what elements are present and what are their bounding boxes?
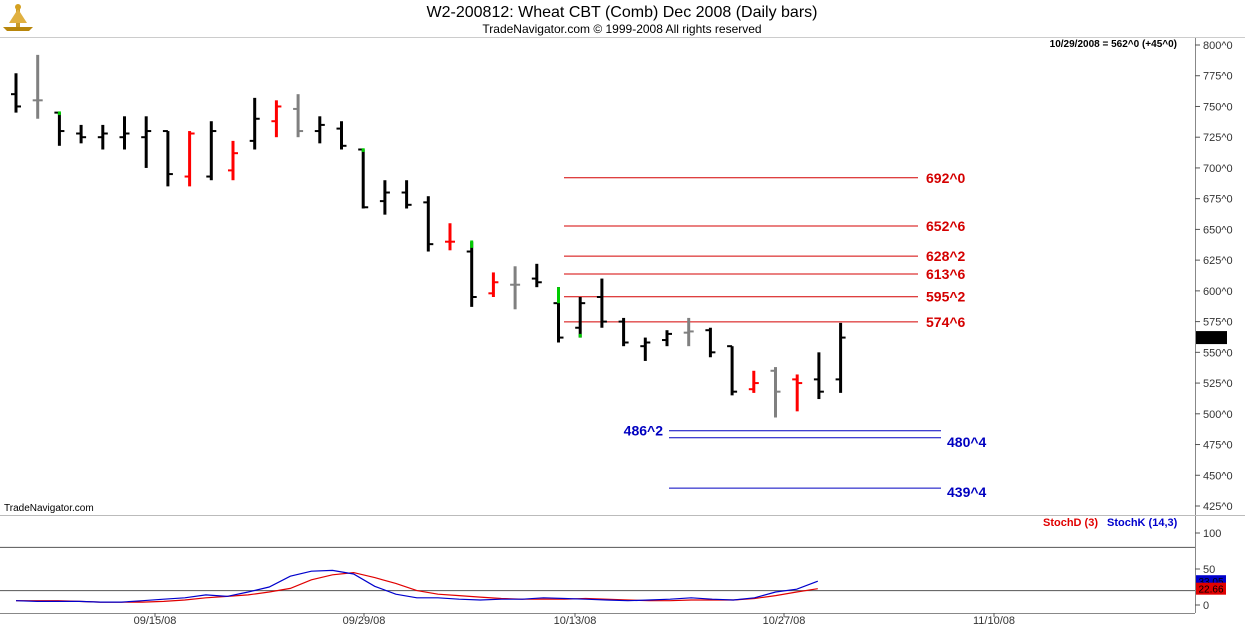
title-area: W2-200812: Wheat CBT (Comb) Dec 2008 (Da…: [3, 4, 817, 36]
last-price-label: 562^0: [1198, 334, 1225, 345]
ohlc-bar: [640, 337, 651, 361]
price-tick-label: 475^0: [1203, 440, 1233, 452]
price-tick-label: 750^0: [1203, 101, 1233, 113]
resistance-label: 692^0: [926, 170, 966, 186]
price-tick-label: 775^0: [1203, 71, 1233, 83]
last-price-marker: 562^0: [1196, 331, 1227, 345]
ohlc-bar: [575, 297, 586, 338]
ohlc-bar: [228, 140, 238, 181]
x-tick-label: 09/15/08: [134, 615, 177, 627]
stochastic-legend: StochD (3) StochK (14,3): [1043, 517, 1178, 529]
support-label: 439^4: [947, 484, 987, 500]
stoch-tick-label: 50: [1203, 564, 1215, 576]
ohlc-bar: [293, 94, 304, 138]
price-tick-label: 450^0: [1203, 470, 1233, 482]
ohlc-bar: [76, 124, 87, 144]
ohlc-bar: [358, 148, 369, 209]
x-axis-ticks: 09/15/08 09/29/08 10/13/08 10/27/08 11/10/08: [134, 613, 1015, 627]
legend-stochk: StochK (14,3): [1107, 517, 1178, 529]
stochd-last-box: [1196, 582, 1226, 595]
ohlc-bar: [770, 367, 781, 418]
price-axis-ticks: 800^0 775^0 750^0 725^0 700^0 675^0 650^0 625^0…: [1195, 40, 1233, 513]
price-tick-label: 575^0: [1203, 317, 1233, 329]
ohlc-bar: [206, 121, 217, 181]
ohlc-bar: [488, 272, 499, 298]
ohlc-bar: [54, 111, 65, 146]
resistance-label: 652^6: [926, 218, 966, 234]
ohlc-bar: [705, 327, 716, 358]
price-tick-label: 425^0: [1203, 501, 1233, 513]
price-tick-label: 725^0: [1203, 132, 1233, 144]
resistance-label: 595^2: [926, 289, 966, 305]
stochd-line: [16, 571, 818, 603]
ohlc-bar: [510, 266, 521, 310]
header-readout: 10/29/2008 = 562^0 (+45^0): [1050, 39, 1177, 50]
support-label: 486^2: [624, 423, 664, 439]
price-tick-label: 525^0: [1203, 378, 1233, 390]
x-tick-label: 11/10/08: [973, 615, 1015, 627]
ohlc-bar: [141, 116, 152, 168]
support-label: 480^4: [947, 434, 987, 450]
stochd-last-label: 22.66: [1198, 585, 1223, 596]
price-tick-label: 550^0: [1203, 347, 1233, 359]
ohlc-bar: [466, 241, 477, 307]
price-tick-label: 625^0: [1203, 255, 1233, 267]
resistance-label: 574^6: [926, 314, 966, 330]
resistance-label: 628^2: [926, 248, 966, 264]
price-tick-label: 500^0: [1203, 409, 1233, 421]
ohlc-bar: [748, 370, 759, 393]
chart-title: W2-200812: Wheat CBT (Comb) Dec 2008 (Da…: [427, 4, 818, 21]
app-logo-icon: [3, 4, 33, 31]
stoch-axis-ticks: 100 50 0: [1195, 528, 1221, 612]
ohlc-bar: [119, 116, 130, 150]
price-tick-label: 650^0: [1203, 224, 1233, 236]
x-tick-label: 09/29/08: [343, 615, 386, 627]
price-tick-label: 675^0: [1203, 194, 1233, 206]
ohlc-bar: [271, 100, 282, 138]
ohlc-bar: [249, 97, 260, 150]
chart-subtitle: TradeNavigator.com © 1999-2008 All right…: [482, 22, 761, 36]
ohlc-bar: [11, 73, 21, 113]
price-tick-label: 700^0: [1203, 163, 1233, 175]
price-tick-label: 800^0: [1203, 40, 1233, 52]
ohlc-bar: [314, 116, 325, 144]
ohlc-bar: [336, 121, 347, 150]
x-tick-label: 10/13/08: [554, 615, 597, 627]
ohlc-bar: [683, 317, 694, 347]
ohlc-bar: [32, 54, 43, 119]
ohlc-bar: [662, 330, 672, 347]
watermark: TradeNavigator.com: [4, 503, 94, 514]
ohlc-bar: [162, 130, 173, 187]
ohlc-bar: [445, 223, 455, 251]
ohlc-bar: [835, 322, 846, 393]
stoch-tick-label: 0: [1203, 600, 1209, 612]
stochk-line: [15, 569, 819, 603]
price-tick-label: 600^0: [1203, 286, 1233, 298]
ohlc-bar: [531, 263, 542, 288]
resistance-label: 613^6: [926, 266, 966, 282]
stoch-reference-lines: [0, 546, 1195, 592]
ohlc-bar: [401, 180, 412, 209]
horizontal-levels: 692^0 652^6 628^2 613^6 595^2 574^6 486^2 480^4…: [564, 170, 987, 500]
stoch-tick-label: 100: [1203, 528, 1221, 540]
ohlc-bar: [813, 352, 824, 400]
ohlc-bar: [596, 278, 607, 328]
ohlc-bar: [792, 374, 803, 412]
ohlc-bar: [97, 124, 108, 150]
price-bars: [11, 54, 846, 418]
x-tick-label: 10/27/08: [763, 615, 806, 627]
ohlc-bar: [379, 180, 390, 215]
ohlc-bar: [423, 196, 434, 252]
ohlc-bar: [727, 345, 738, 396]
stoch-series: 33.0522.66: [15, 569, 1226, 603]
legend-stochd: StochD (3): [1043, 517, 1098, 529]
ohlc-bar: [618, 317, 629, 347]
ohlc-bar: [184, 131, 195, 187]
